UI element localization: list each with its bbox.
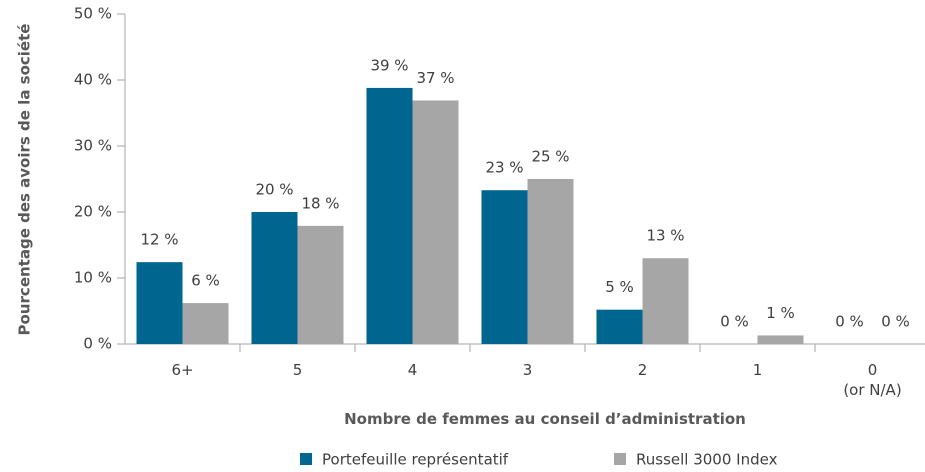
x-tick-label: 3: [522, 361, 533, 379]
value-label: 0 %: [881, 313, 910, 331]
y-tick-label: 20 %: [74, 203, 112, 221]
bar: [297, 225, 344, 344]
x-axis-title: Nombre de femmes au conseil d’administra…: [344, 410, 746, 428]
value-label: 6 %: [191, 272, 220, 290]
value-label: 1 %: [766, 304, 795, 322]
y-tick-label: 50 %: [74, 5, 112, 23]
value-label: 20 %: [255, 181, 293, 199]
bar: [366, 87, 413, 345]
y-tick-label: 10 %: [74, 269, 112, 287]
legend-swatch: [614, 453, 626, 465]
value-label: 25 %: [531, 148, 569, 166]
bar: [757, 335, 804, 344]
bar: [136, 262, 183, 344]
y-tick-label: 0 %: [83, 335, 112, 353]
y-tick-label: 40 %: [74, 71, 112, 89]
bar: [596, 309, 643, 344]
x-tick-label: 1: [752, 361, 763, 379]
bar: [412, 100, 459, 345]
x-tick-label: 5: [292, 361, 303, 379]
value-label: 0 %: [835, 313, 864, 331]
value-label: 13 %: [646, 227, 684, 245]
bar: [182, 303, 229, 344]
value-label: 5 %: [605, 278, 634, 296]
y-tick-label: 30 %: [74, 137, 112, 155]
x-tick-label: 4: [407, 361, 418, 379]
value-label: 37 %: [416, 69, 454, 87]
bar: [251, 212, 298, 344]
bar: [527, 179, 574, 344]
legend-label: Russell 3000 Index: [636, 451, 778, 469]
x-tick-label: 6+: [171, 361, 194, 379]
x-tick-label: 0 (or N/A): [843, 361, 902, 399]
legend-label: Portefeuille représentatif: [322, 451, 509, 469]
bar: [481, 190, 528, 344]
legend-swatch: [300, 453, 312, 465]
value-label: 12 %: [140, 231, 178, 249]
value-label: 39 %: [370, 56, 408, 74]
value-label: 0 %: [720, 313, 749, 331]
bar: [642, 258, 689, 344]
x-tick-label: 2: [637, 361, 648, 379]
value-label: 18 %: [301, 194, 339, 212]
y-axis-title: Pourcentage des avoirs de la société: [15, 23, 34, 336]
value-label: 23 %: [485, 159, 523, 177]
